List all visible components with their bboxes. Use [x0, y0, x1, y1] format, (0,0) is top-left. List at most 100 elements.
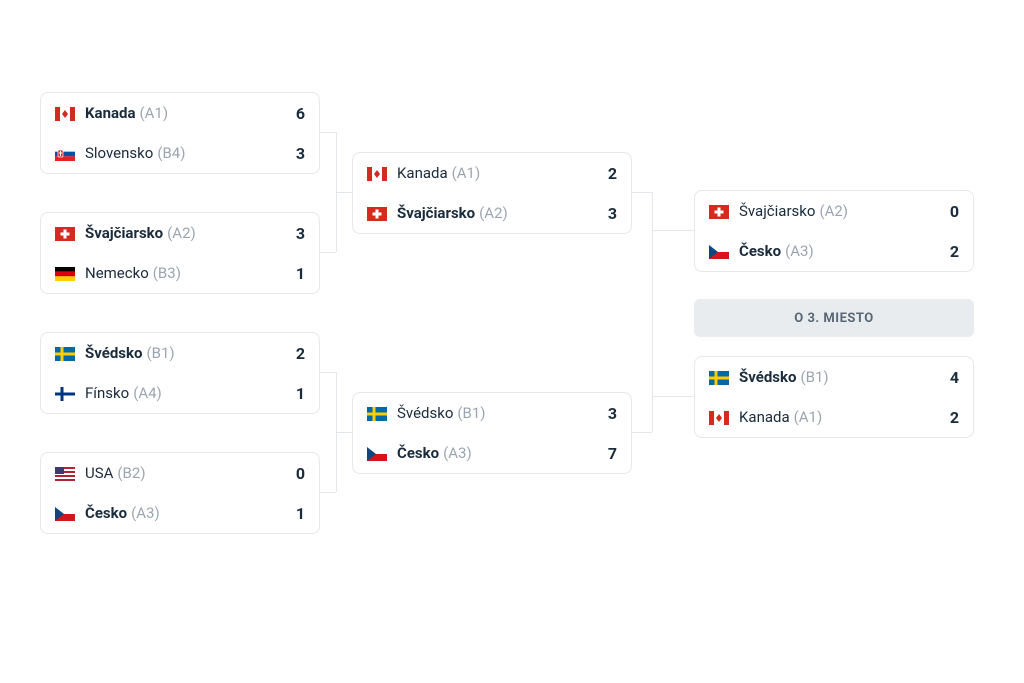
- team-row: Kanada(A1) 6: [41, 93, 319, 133]
- team-name: Švédsko: [85, 344, 142, 362]
- team-name: Kanada: [397, 164, 448, 182]
- team-seed: (A3): [443, 444, 472, 462]
- team-row: Švédsko(B1) 3: [353, 393, 631, 433]
- team-row: Česko(A3) 7: [353, 433, 631, 473]
- team-seed: (B3): [153, 264, 181, 282]
- team-score: 0: [950, 202, 959, 221]
- team-name: Česko: [85, 504, 127, 522]
- czech-flag-icon: [55, 506, 75, 520]
- team-name: Švajčiarsko: [397, 204, 475, 222]
- team-score: 3: [608, 204, 617, 223]
- team-seed: (A2): [479, 204, 508, 222]
- team-seed: (B1): [146, 344, 174, 362]
- team-seed: (A4): [133, 384, 162, 402]
- team-score: 2: [296, 344, 305, 363]
- team-seed: (B2): [117, 464, 145, 482]
- team-row: Kanada(A1) 2: [353, 153, 631, 193]
- team-row: Česko(A3) 1: [41, 493, 319, 533]
- team-row: Švajčiarsko(A2) 3: [41, 213, 319, 253]
- team-score: 3: [608, 404, 617, 423]
- connector-line: [320, 372, 336, 373]
- team-score: 6: [296, 104, 305, 123]
- match-qf2[interactable]: Švajčiarsko(A2) 3 Nemecko(B3) 1: [40, 212, 320, 294]
- team-name: Švajčiarsko: [85, 224, 163, 242]
- match-sf2[interactable]: Švédsko(B1) 3 Česko(A3) 7: [352, 392, 632, 474]
- team-row: Švajčiarsko(A2) 0: [695, 191, 973, 231]
- team-seed: (A2): [819, 202, 848, 220]
- team-score: 3: [296, 224, 305, 243]
- team-score: 2: [608, 164, 617, 183]
- germany-flag-icon: [55, 266, 75, 280]
- usa-flag-icon: [55, 466, 75, 480]
- team-score: 1: [296, 504, 305, 523]
- team-name: Kanada: [85, 104, 135, 122]
- connector-line: [632, 432, 652, 433]
- canada-flag-icon: [709, 410, 729, 424]
- team-seed: (A1): [794, 408, 823, 426]
- team-seed: (A1): [452, 164, 481, 182]
- team-name: Švédsko: [739, 368, 796, 386]
- team-name: USA: [85, 464, 113, 482]
- connector-line: [632, 192, 652, 193]
- team-row: Kanada(A1) 2: [695, 397, 973, 437]
- connector-line: [652, 396, 694, 397]
- team-row: Slovensko(B4) 3: [41, 133, 319, 173]
- czech-flag-icon: [709, 244, 729, 258]
- sweden-flag-icon: [55, 346, 75, 360]
- team-seed: (B1): [457, 404, 485, 422]
- team-seed: (A3): [131, 504, 160, 522]
- team-score: 2: [950, 242, 959, 261]
- team-seed: (A2): [167, 224, 196, 242]
- team-row: Česko(A3) 2: [695, 231, 973, 271]
- team-score: 3: [296, 144, 305, 163]
- team-row: Švajčiarsko(A2) 3: [353, 193, 631, 233]
- team-seed: (A3): [785, 242, 814, 260]
- team-row: USA(B2) 0: [41, 453, 319, 493]
- team-name: Kanada: [739, 408, 790, 426]
- team-score: 1: [296, 264, 305, 283]
- match-final[interactable]: Švajčiarsko(A2) 0 Česko(A3) 2: [694, 190, 974, 272]
- match-qf1[interactable]: Kanada(A1) 6 Slovensko(B4) 3: [40, 92, 320, 174]
- team-score: 2: [950, 408, 959, 427]
- team-name: Fínsko: [85, 384, 129, 402]
- connector-line: [320, 132, 336, 133]
- match-qf3[interactable]: Švédsko(B1) 2 Fínsko(A4) 1: [40, 332, 320, 414]
- match-bronze[interactable]: Švédsko(B1) 4 Kanada(A1) 2: [694, 356, 974, 438]
- switzerland-flag-icon: [367, 206, 387, 220]
- canada-flag-icon: [55, 106, 75, 120]
- sweden-flag-icon: [709, 370, 729, 384]
- team-name: Nemecko: [85, 264, 149, 282]
- team-score: 1: [296, 384, 305, 403]
- finland-flag-icon: [55, 386, 75, 400]
- third-place-label: O 3. MIESTO: [694, 299, 974, 337]
- slovakia-flag-icon: [55, 146, 75, 160]
- switzerland-flag-icon: [55, 226, 75, 240]
- team-row: Fínsko(A4) 1: [41, 373, 319, 413]
- team-row: Švédsko(B1) 2: [41, 333, 319, 373]
- connector-line: [320, 252, 336, 253]
- connector-line: [320, 492, 336, 493]
- team-score: 4: [950, 368, 959, 387]
- connector-line: [652, 230, 694, 231]
- team-row: Nemecko(B3) 1: [41, 253, 319, 293]
- team-row: Švédsko(B1) 4: [695, 357, 973, 397]
- team-score: 7: [608, 444, 617, 463]
- canada-flag-icon: [367, 166, 387, 180]
- sweden-flag-icon: [367, 406, 387, 420]
- team-name: Švajčiarsko: [739, 202, 815, 220]
- czech-flag-icon: [367, 446, 387, 460]
- switzerland-flag-icon: [709, 204, 729, 218]
- team-name: Slovensko: [85, 144, 153, 162]
- team-seed: (A1): [139, 104, 168, 122]
- team-name: Švédsko: [397, 404, 453, 422]
- team-seed: (B1): [800, 368, 828, 386]
- match-qf4[interactable]: USA(B2) 0 Česko(A3) 1: [40, 452, 320, 534]
- team-name: Česko: [739, 242, 781, 260]
- bracket: Kanada(A1)6Slovensko(B4)3Švajčiarsko(A2)…: [0, 0, 1024, 683]
- team-score: 0: [296, 464, 305, 483]
- connector-line: [336, 432, 352, 433]
- match-sf1[interactable]: Kanada(A1) 2 Švajčiarsko(A2) 3: [352, 152, 632, 234]
- team-seed: (B4): [157, 144, 185, 162]
- connector-line: [336, 192, 352, 193]
- team-name: Česko: [397, 444, 439, 462]
